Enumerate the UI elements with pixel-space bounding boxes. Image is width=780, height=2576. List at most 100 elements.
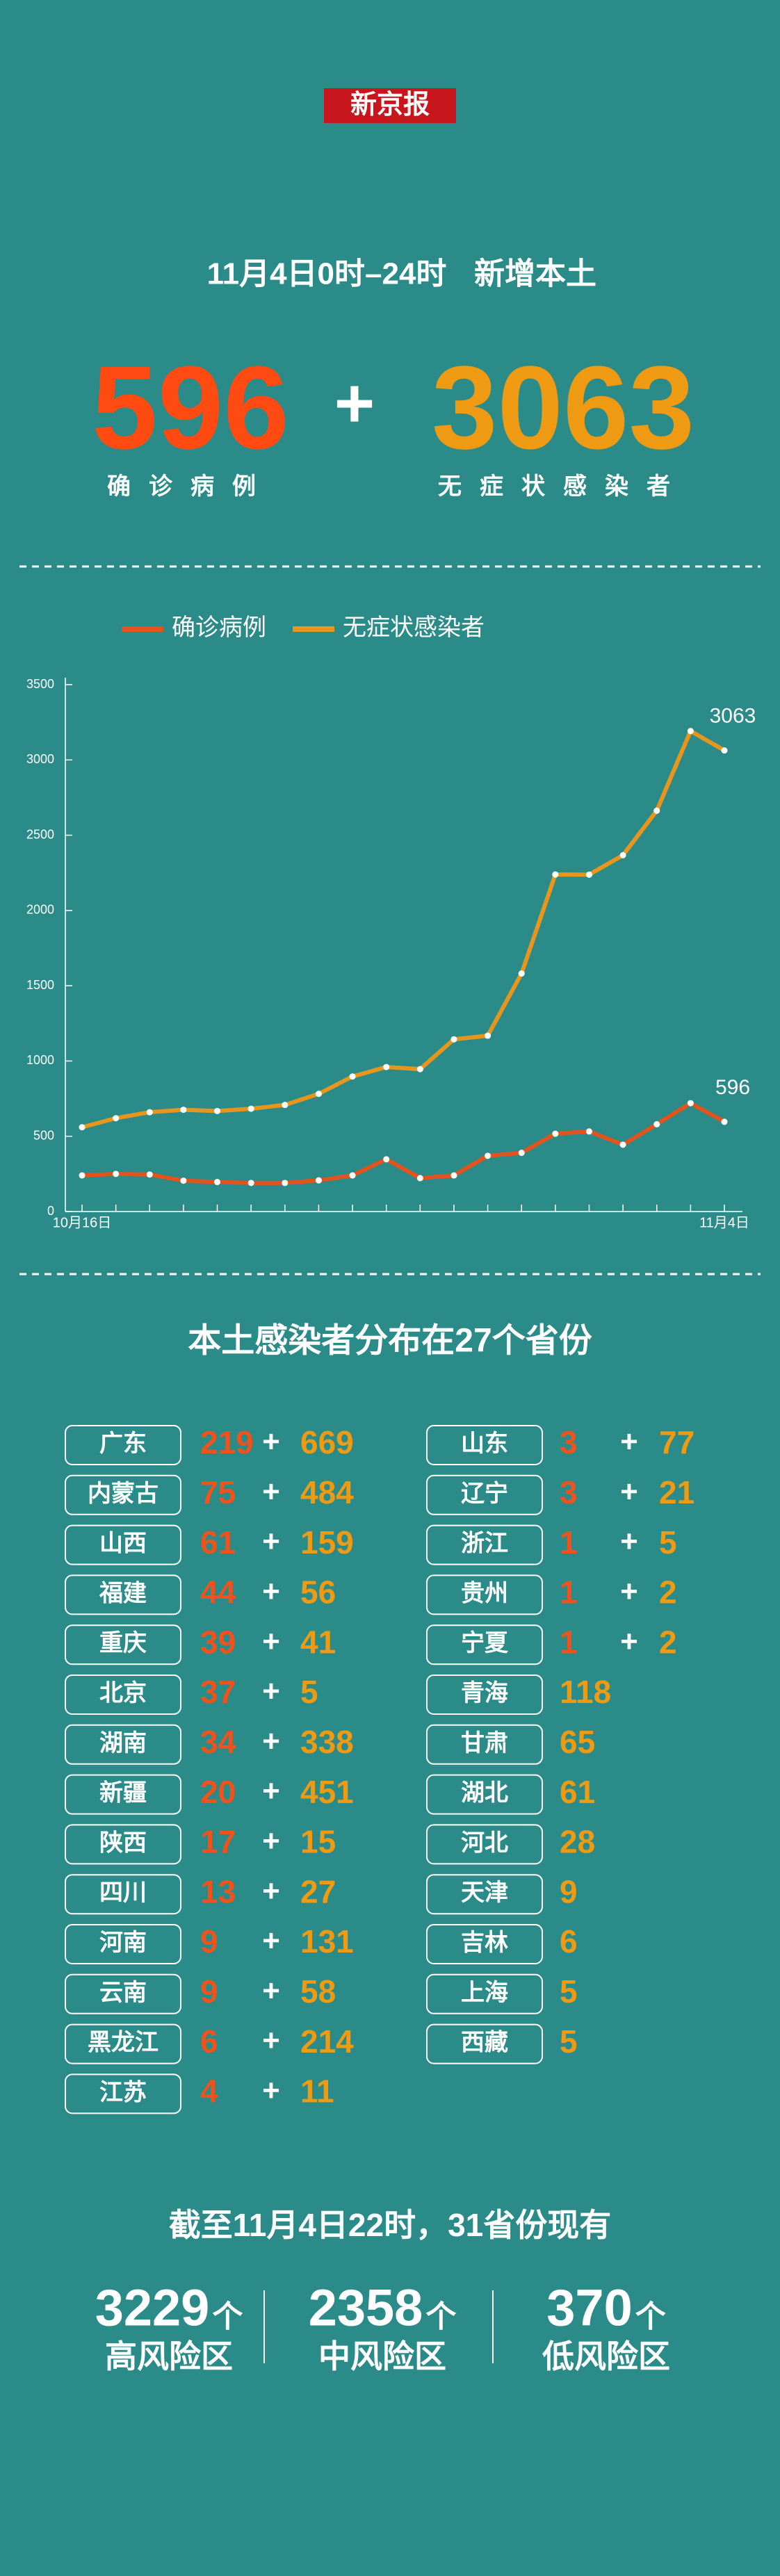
asymptomatic-label: 无症状感染者 [438, 473, 688, 500]
province-name: 青海 [461, 1680, 508, 1706]
data-point [653, 1120, 660, 1127]
confirmed-count: 61 [200, 1524, 236, 1560]
asymptomatic-count: 669 [300, 1424, 354, 1460]
province-name: 吉林 [461, 1930, 508, 1956]
province-name: 河北 [461, 1829, 508, 1856]
risk-label: 低风险区 [542, 2338, 670, 2374]
asymptomatic-count: 214 [300, 2023, 354, 2060]
province-name: 湖北 [461, 1780, 508, 1807]
data-point [180, 1177, 187, 1184]
y-tick-label: 2500 [26, 827, 54, 841]
province-box [426, 1724, 543, 1765]
province-box [426, 1874, 543, 1915]
data-point [282, 1102, 289, 1109]
data-point [721, 1118, 728, 1125]
province-box [65, 1924, 181, 1964]
data-point [247, 1180, 254, 1187]
data-point [383, 1156, 390, 1163]
asymptomatic-count: 5 [659, 1524, 677, 1560]
asymptomatic-count: 41 [300, 1624, 336, 1660]
data-point [315, 1177, 322, 1184]
data-point [450, 1036, 457, 1043]
province-box [426, 1624, 543, 1665]
province-box [65, 1874, 181, 1915]
province-name: 北京 [99, 1680, 147, 1706]
data-point [552, 871, 559, 878]
data-point [214, 1107, 221, 1114]
asymptomatic-count: 338 [300, 1724, 354, 1760]
asymptomatic-count: 21 [659, 1474, 694, 1510]
province-name: 贵州 [461, 1580, 508, 1606]
province-name: 甘肃 [461, 1730, 508, 1756]
confirmed-count: 1 [560, 1524, 578, 1560]
asymptomatic-count: 451 [300, 1774, 354, 1810]
province-box [426, 1425, 543, 1465]
data-point [113, 1115, 120, 1122]
confirmed-count: 75 [200, 1474, 236, 1510]
province-box [65, 2023, 181, 2064]
province-box [65, 1774, 181, 1815]
logo-box [324, 88, 456, 123]
y-tick-label: 1000 [26, 1053, 54, 1067]
province-box [426, 1824, 543, 1865]
asymptomatic-total: 3063 [432, 342, 694, 474]
asymptomatic-count: 65 [560, 1724, 595, 1760]
province-name: 陕西 [99, 1829, 147, 1856]
province-name: 山西 [99, 1531, 147, 1557]
province-box [426, 1474, 543, 1515]
province-box [65, 1824, 181, 1865]
confirmed-count: 6 [200, 2023, 218, 2060]
risk-count: 2358 [309, 2279, 423, 2337]
data-point [619, 1141, 626, 1148]
confirmed-count: 13 [200, 1873, 236, 1909]
province-box [65, 1624, 181, 1665]
province-box [426, 1774, 543, 1815]
plus: + [262, 1973, 280, 2007]
plus: + [262, 2073, 280, 2108]
province-name: 宁夏 [461, 1630, 509, 1656]
y-tick-label: 2000 [26, 903, 54, 917]
province-name: 湖南 [99, 1730, 147, 1756]
data-point [653, 807, 660, 814]
data-point [416, 1175, 423, 1182]
data-point [552, 1130, 559, 1137]
asymptomatic-count: 56 [300, 1574, 336, 1611]
data-point [416, 1066, 423, 1073]
y-tick-label: 3000 [26, 752, 54, 766]
asymptomatic-count: 2 [659, 1574, 677, 1611]
confirmed-count: 9 [200, 1923, 218, 1959]
plus: + [620, 1524, 638, 1558]
confirmed-label: 确诊病例 [107, 473, 274, 500]
data-point [79, 1172, 86, 1179]
province-name: 江苏 [99, 2079, 147, 2105]
plus: + [262, 1774, 280, 1808]
plus: + [262, 1924, 280, 1958]
end-value-label: 596 [715, 1076, 750, 1099]
asymptomatic-count: 5 [560, 1973, 578, 2010]
asymptomatic-count: 15 [300, 1824, 336, 1860]
confirmed-count: 20 [200, 1774, 236, 1810]
series-line [81, 1101, 726, 1185]
plus: + [262, 1624, 280, 1658]
y-tick-label: 0 [47, 1204, 54, 1218]
province-box [426, 1574, 543, 1615]
data-point [349, 1073, 356, 1080]
logo: 新京报 [350, 90, 430, 120]
legend-label: 确诊病例 [172, 614, 266, 641]
confirmed-total: 596 [92, 342, 289, 474]
asymptomatic-count: 61 [560, 1774, 595, 1810]
data-point [687, 1100, 694, 1107]
plus: + [262, 1474, 280, 1508]
confirmed-count: 219 [200, 1424, 254, 1460]
plus: + [262, 1674, 280, 1709]
province-name: 云南 [99, 1980, 147, 2006]
risk-unit: 个 [635, 2300, 666, 2334]
y-tick-label: 3500 [26, 677, 54, 691]
risk-label: 高风险区 [105, 2338, 233, 2374]
plus: + [262, 1524, 280, 1558]
asymptomatic-count: 118 [560, 1674, 611, 1710]
province-name: 内蒙古 [88, 1481, 159, 1507]
confirmed-count: 3 [560, 1424, 578, 1460]
province-name: 浙江 [461, 1531, 508, 1557]
